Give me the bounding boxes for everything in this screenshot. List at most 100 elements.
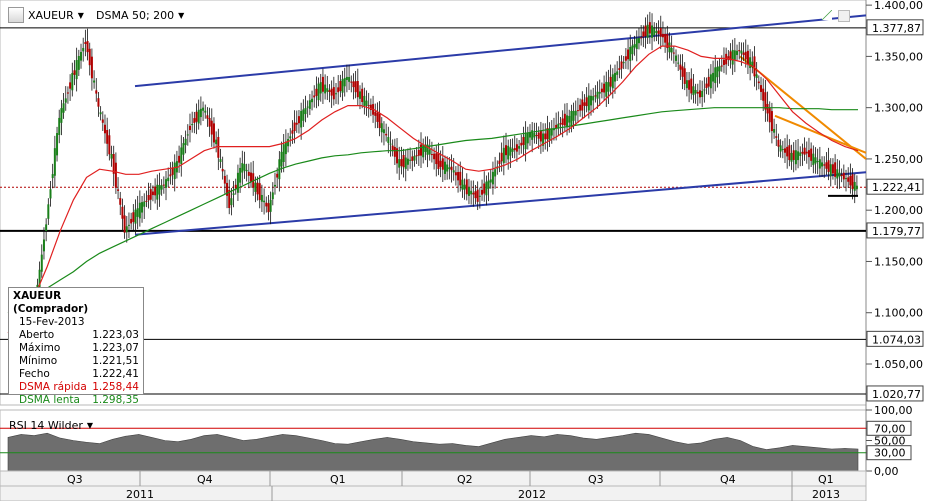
- candle-body: [515, 144, 518, 152]
- candle-body: [343, 78, 346, 87]
- candle-body: [701, 90, 704, 97]
- candle-body: [755, 74, 758, 78]
- candle-body: [348, 77, 351, 82]
- rsi-tick-label: 100,00: [874, 404, 913, 417]
- candle-body: [396, 148, 399, 164]
- candle-body: [696, 91, 699, 94]
- candle-body: [457, 172, 460, 181]
- candle-body: [167, 177, 170, 182]
- candle-body: [777, 139, 780, 147]
- candle-body: [725, 53, 728, 65]
- candle-body: [770, 111, 773, 132]
- candle-body: [321, 76, 324, 92]
- candle-body: [328, 90, 331, 92]
- candle-body: [450, 166, 453, 171]
- candle-body: [308, 100, 311, 109]
- candle-body: [280, 151, 283, 167]
- candle-body: [783, 148, 786, 153]
- info-row-fast-ma: DSMA rápida 1.258,44: [19, 381, 139, 393]
- candle-body: [337, 87, 340, 93]
- candle-body: [611, 74, 614, 89]
- candle-body: [443, 161, 446, 174]
- indicator-selector[interactable]: DSMA 50; 200 ▼: [96, 6, 184, 24]
- candle-body: [500, 152, 503, 162]
- rsi-selector[interactable]: RSI 14 Wilder ▼: [9, 419, 93, 432]
- level-label: 1.020,77: [872, 388, 921, 401]
- candle-body: [335, 93, 338, 95]
- candle-body: [720, 65, 723, 67]
- candle-body: [420, 144, 423, 156]
- quarter-label: Q1: [330, 473, 346, 486]
- candle-body: [195, 111, 198, 122]
- candle-body: [842, 172, 845, 180]
- candle-body: [263, 200, 266, 203]
- candle-body: [853, 181, 856, 191]
- trend-icon[interactable]: [822, 10, 832, 20]
- candle-body: [746, 50, 749, 64]
- candle-body: [646, 24, 649, 38]
- candle-body: [583, 102, 586, 106]
- candle-body: [779, 145, 782, 152]
- candle-body: [86, 41, 89, 53]
- candle-body: [838, 172, 841, 177]
- candle-body: [570, 110, 573, 127]
- info-row-open: Aberto 1.223,03: [19, 329, 139, 341]
- candle-body: [287, 138, 290, 147]
- price-tick-label: 1.100,00: [874, 307, 923, 320]
- candle-body: [169, 174, 172, 177]
- candle-body: [90, 56, 93, 79]
- candle-body: [158, 185, 161, 195]
- candle-body: [661, 33, 664, 38]
- candle-body: [657, 30, 660, 34]
- candle-body: [56, 133, 59, 156]
- candle-body: [775, 136, 778, 138]
- candle-body: [485, 181, 488, 196]
- candle-body: [313, 95, 316, 98]
- candle-body: [685, 80, 688, 89]
- candle-body: [773, 129, 776, 133]
- candle-body: [191, 124, 194, 126]
- indicator-label: DSMA 50; 200: [96, 8, 175, 22]
- candle-body: [507, 145, 510, 160]
- candle-body: [60, 108, 63, 123]
- candle-body: [300, 110, 303, 128]
- candle-body: [487, 180, 490, 189]
- candle-body: [472, 192, 475, 195]
- rsi-tick-label: 70,00: [874, 422, 906, 435]
- candle-body: [483, 183, 486, 194]
- candle-body: [851, 174, 854, 190]
- candle-body: [221, 168, 224, 172]
- candle-body: [622, 62, 625, 64]
- candle-body: [171, 167, 174, 175]
- candle-body: [193, 118, 196, 123]
- candle-body: [106, 130, 109, 144]
- candle-body: [80, 51, 83, 61]
- symbol-selector[interactable]: XAUEUR ▼: [8, 6, 84, 24]
- candle-body: [295, 122, 298, 125]
- candle-body: [792, 150, 795, 160]
- candle-body: [97, 98, 100, 107]
- candle-body: [572, 110, 575, 121]
- window-restore-icon[interactable]: [838, 10, 850, 22]
- candle-body: [757, 81, 760, 84]
- candle-body: [400, 159, 403, 167]
- candle-body: [537, 132, 540, 139]
- candle-body: [594, 95, 597, 97]
- candle-body: [180, 147, 183, 165]
- candle-body: [511, 148, 514, 152]
- level-label-box: [866, 19, 924, 36]
- candle-body: [801, 151, 804, 154]
- candle-body: [101, 119, 104, 123]
- price-tick-label: 1.350,00: [874, 50, 923, 63]
- candle-body: [631, 45, 634, 55]
- candle-body: [587, 95, 590, 111]
- candle-body: [212, 123, 215, 143]
- candle-body: [326, 88, 329, 92]
- candle-body: [267, 203, 270, 213]
- candle-body: [821, 162, 824, 167]
- candle-body: [731, 49, 734, 65]
- candle-body: [812, 153, 815, 166]
- candle-body: [714, 67, 717, 84]
- candle-body: [367, 105, 370, 107]
- candle-body: [709, 74, 712, 89]
